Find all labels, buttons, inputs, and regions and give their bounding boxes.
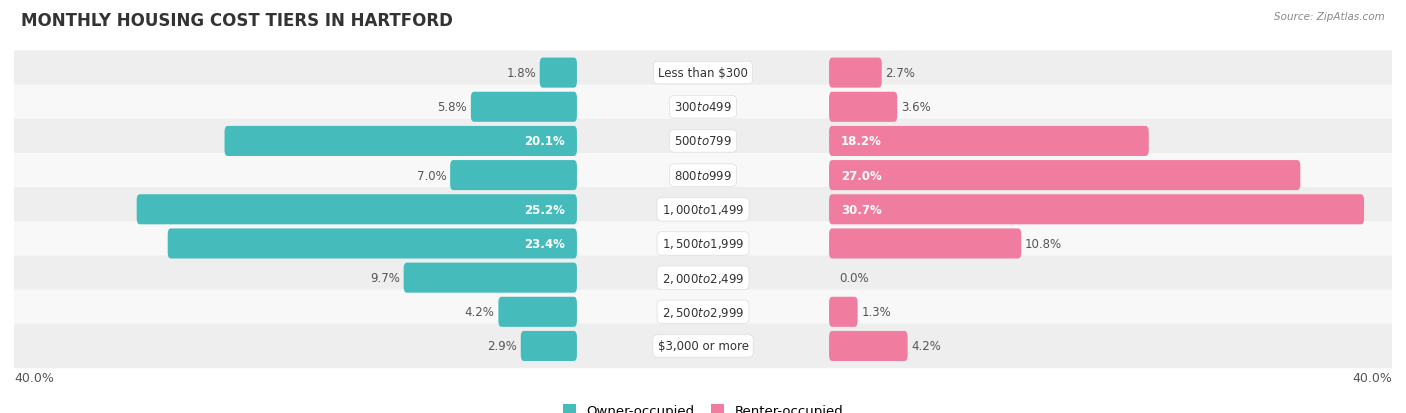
Text: $2,500 to $2,999: $2,500 to $2,999 <box>662 305 744 319</box>
Text: 40.0%: 40.0% <box>1353 371 1392 384</box>
Text: Less than $300: Less than $300 <box>658 67 748 80</box>
Text: 4.2%: 4.2% <box>911 339 941 353</box>
FancyBboxPatch shape <box>167 229 576 259</box>
Text: 20.1%: 20.1% <box>524 135 565 148</box>
FancyBboxPatch shape <box>0 119 1406 164</box>
Text: $3,000 or more: $3,000 or more <box>658 339 748 353</box>
FancyBboxPatch shape <box>830 331 908 361</box>
FancyBboxPatch shape <box>0 290 1406 334</box>
Text: 27.0%: 27.0% <box>841 169 882 182</box>
Text: Source: ZipAtlas.com: Source: ZipAtlas.com <box>1274 12 1385 22</box>
Text: 23.4%: 23.4% <box>524 237 565 250</box>
Text: 25.2%: 25.2% <box>524 203 565 216</box>
FancyBboxPatch shape <box>450 161 576 191</box>
FancyBboxPatch shape <box>830 229 1021 259</box>
Text: 2.9%: 2.9% <box>486 339 517 353</box>
FancyBboxPatch shape <box>830 58 882 88</box>
Text: 0.0%: 0.0% <box>839 271 869 285</box>
FancyBboxPatch shape <box>0 188 1406 232</box>
Text: $800 to $999: $800 to $999 <box>673 169 733 182</box>
FancyBboxPatch shape <box>540 58 576 88</box>
Text: $300 to $499: $300 to $499 <box>673 101 733 114</box>
FancyBboxPatch shape <box>0 85 1406 130</box>
FancyBboxPatch shape <box>830 297 858 327</box>
Text: 10.8%: 10.8% <box>1025 237 1062 250</box>
Legend: Owner-occupied, Renter-occupied: Owner-occupied, Renter-occupied <box>562 404 844 413</box>
Text: $1,000 to $1,499: $1,000 to $1,499 <box>662 203 744 217</box>
Text: 1.8%: 1.8% <box>506 67 536 80</box>
Text: 30.7%: 30.7% <box>841 203 882 216</box>
Text: 2.7%: 2.7% <box>886 67 915 80</box>
FancyBboxPatch shape <box>830 161 1301 191</box>
FancyBboxPatch shape <box>225 127 576 157</box>
Text: $1,500 to $1,999: $1,500 to $1,999 <box>662 237 744 251</box>
FancyBboxPatch shape <box>0 324 1406 368</box>
FancyBboxPatch shape <box>830 127 1149 157</box>
FancyBboxPatch shape <box>0 256 1406 300</box>
FancyBboxPatch shape <box>0 222 1406 266</box>
FancyBboxPatch shape <box>498 297 576 327</box>
Text: 9.7%: 9.7% <box>370 271 399 285</box>
Text: 7.0%: 7.0% <box>416 169 446 182</box>
Text: 40.0%: 40.0% <box>14 371 53 384</box>
FancyBboxPatch shape <box>520 331 576 361</box>
FancyBboxPatch shape <box>471 93 576 123</box>
Text: 5.8%: 5.8% <box>437 101 467 114</box>
Text: 1.3%: 1.3% <box>862 306 891 318</box>
Text: $500 to $799: $500 to $799 <box>673 135 733 148</box>
FancyBboxPatch shape <box>830 93 897 123</box>
FancyBboxPatch shape <box>0 154 1406 198</box>
Text: $2,000 to $2,499: $2,000 to $2,499 <box>662 271 744 285</box>
FancyBboxPatch shape <box>0 51 1406 95</box>
FancyBboxPatch shape <box>404 263 576 293</box>
FancyBboxPatch shape <box>136 195 576 225</box>
Text: 3.6%: 3.6% <box>901 101 931 114</box>
Text: 4.2%: 4.2% <box>465 306 495 318</box>
Text: 18.2%: 18.2% <box>841 135 882 148</box>
FancyBboxPatch shape <box>830 195 1364 225</box>
Text: MONTHLY HOUSING COST TIERS IN HARTFORD: MONTHLY HOUSING COST TIERS IN HARTFORD <box>21 12 453 30</box>
